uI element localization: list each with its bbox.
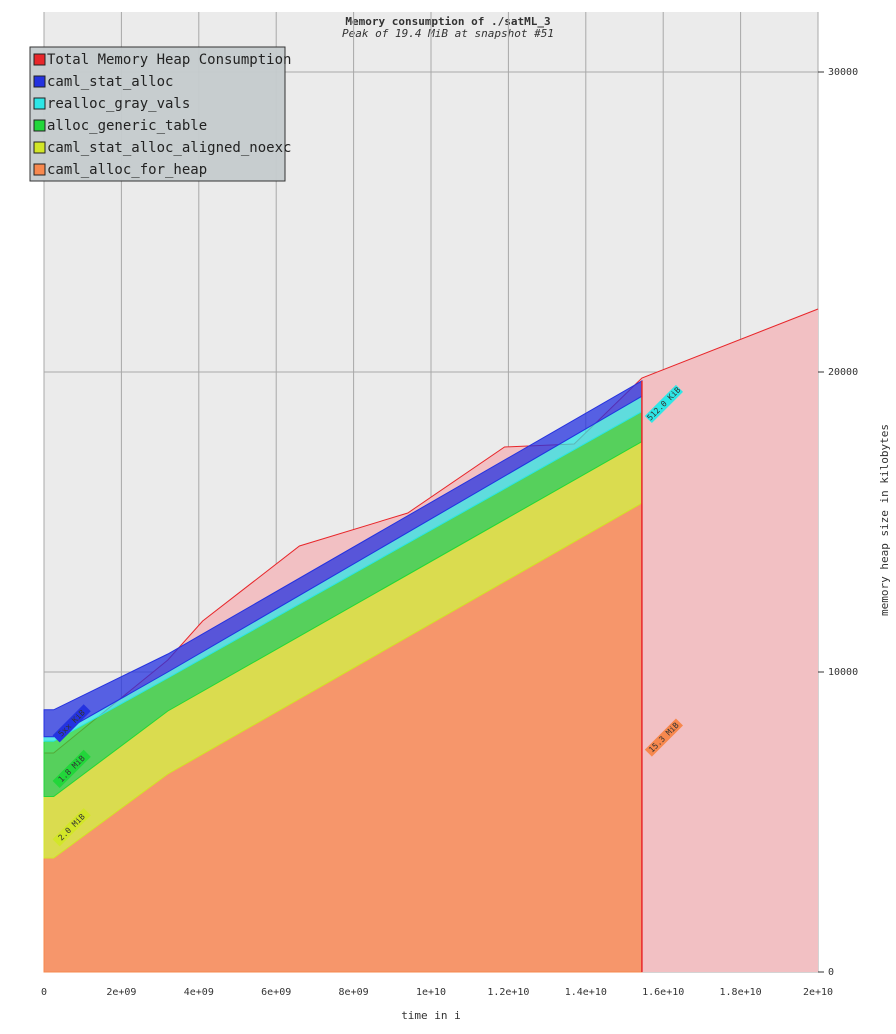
- x-tick-label: 8e+09: [339, 987, 369, 998]
- legend-swatch: [33, 75, 46, 88]
- y-tick-label: 30000: [828, 67, 858, 78]
- legend-swatch: [33, 97, 46, 110]
- legend-label: caml_stat_alloc_aligned_noexc: [47, 140, 291, 156]
- legend-box: [29, 46, 286, 182]
- legend-label: caml_stat_alloc: [47, 74, 173, 90]
- x-tick-label: 1.2e+10: [487, 987, 529, 998]
- area-label-bg: [52, 749, 91, 788]
- y-tick-label: 10000: [828, 667, 858, 678]
- legend-swatch: [33, 119, 46, 132]
- area-label-bg: [644, 384, 684, 424]
- areas: [43, 308, 819, 973]
- legend-label: alloc_generic_table: [47, 118, 207, 134]
- legend-label: Total Memory Heap Consumption: [47, 52, 291, 68]
- area-label-bg: [644, 718, 684, 757]
- legend-swatch: [33, 141, 46, 154]
- legend-label: caml_alloc_for_heap: [47, 162, 207, 178]
- x-tick-label: 1.4e+10: [565, 987, 607, 998]
- x-tick-label: 1.6e+10: [642, 987, 684, 998]
- x-tick-label: 0: [41, 987, 47, 998]
- legend: Total Memory Heap Consumption caml_stat_a…: [29, 46, 291, 182]
- area-label-bg: [52, 704, 91, 743]
- y-axis-label: memory heap size in kilobytes: [878, 424, 891, 616]
- chart-subtitle: Peak of 19.4 MiB at snapshot #51: [342, 27, 554, 40]
- legend-swatch: [33, 53, 46, 66]
- chart-title: Memory consumption of ./satML_3: [345, 15, 550, 28]
- x-tick-label: 1.8e+10: [720, 987, 762, 998]
- legend-label: realloc_gray_vals: [47, 96, 190, 112]
- x-tick-label: 2e+10: [803, 987, 833, 998]
- x-tick-label: 4e+09: [184, 987, 214, 998]
- x-tick-label: 1e+10: [416, 987, 446, 998]
- x-tick-label: 2e+09: [106, 987, 136, 998]
- area-label-bg: [52, 808, 91, 847]
- y-tick-label: 20000: [828, 367, 858, 378]
- x-axis-label: time in i: [401, 1009, 461, 1022]
- y-tick-label: 0: [828, 967, 834, 978]
- x-tick-label: 6e+09: [261, 987, 291, 998]
- legend-swatch: [33, 163, 46, 176]
